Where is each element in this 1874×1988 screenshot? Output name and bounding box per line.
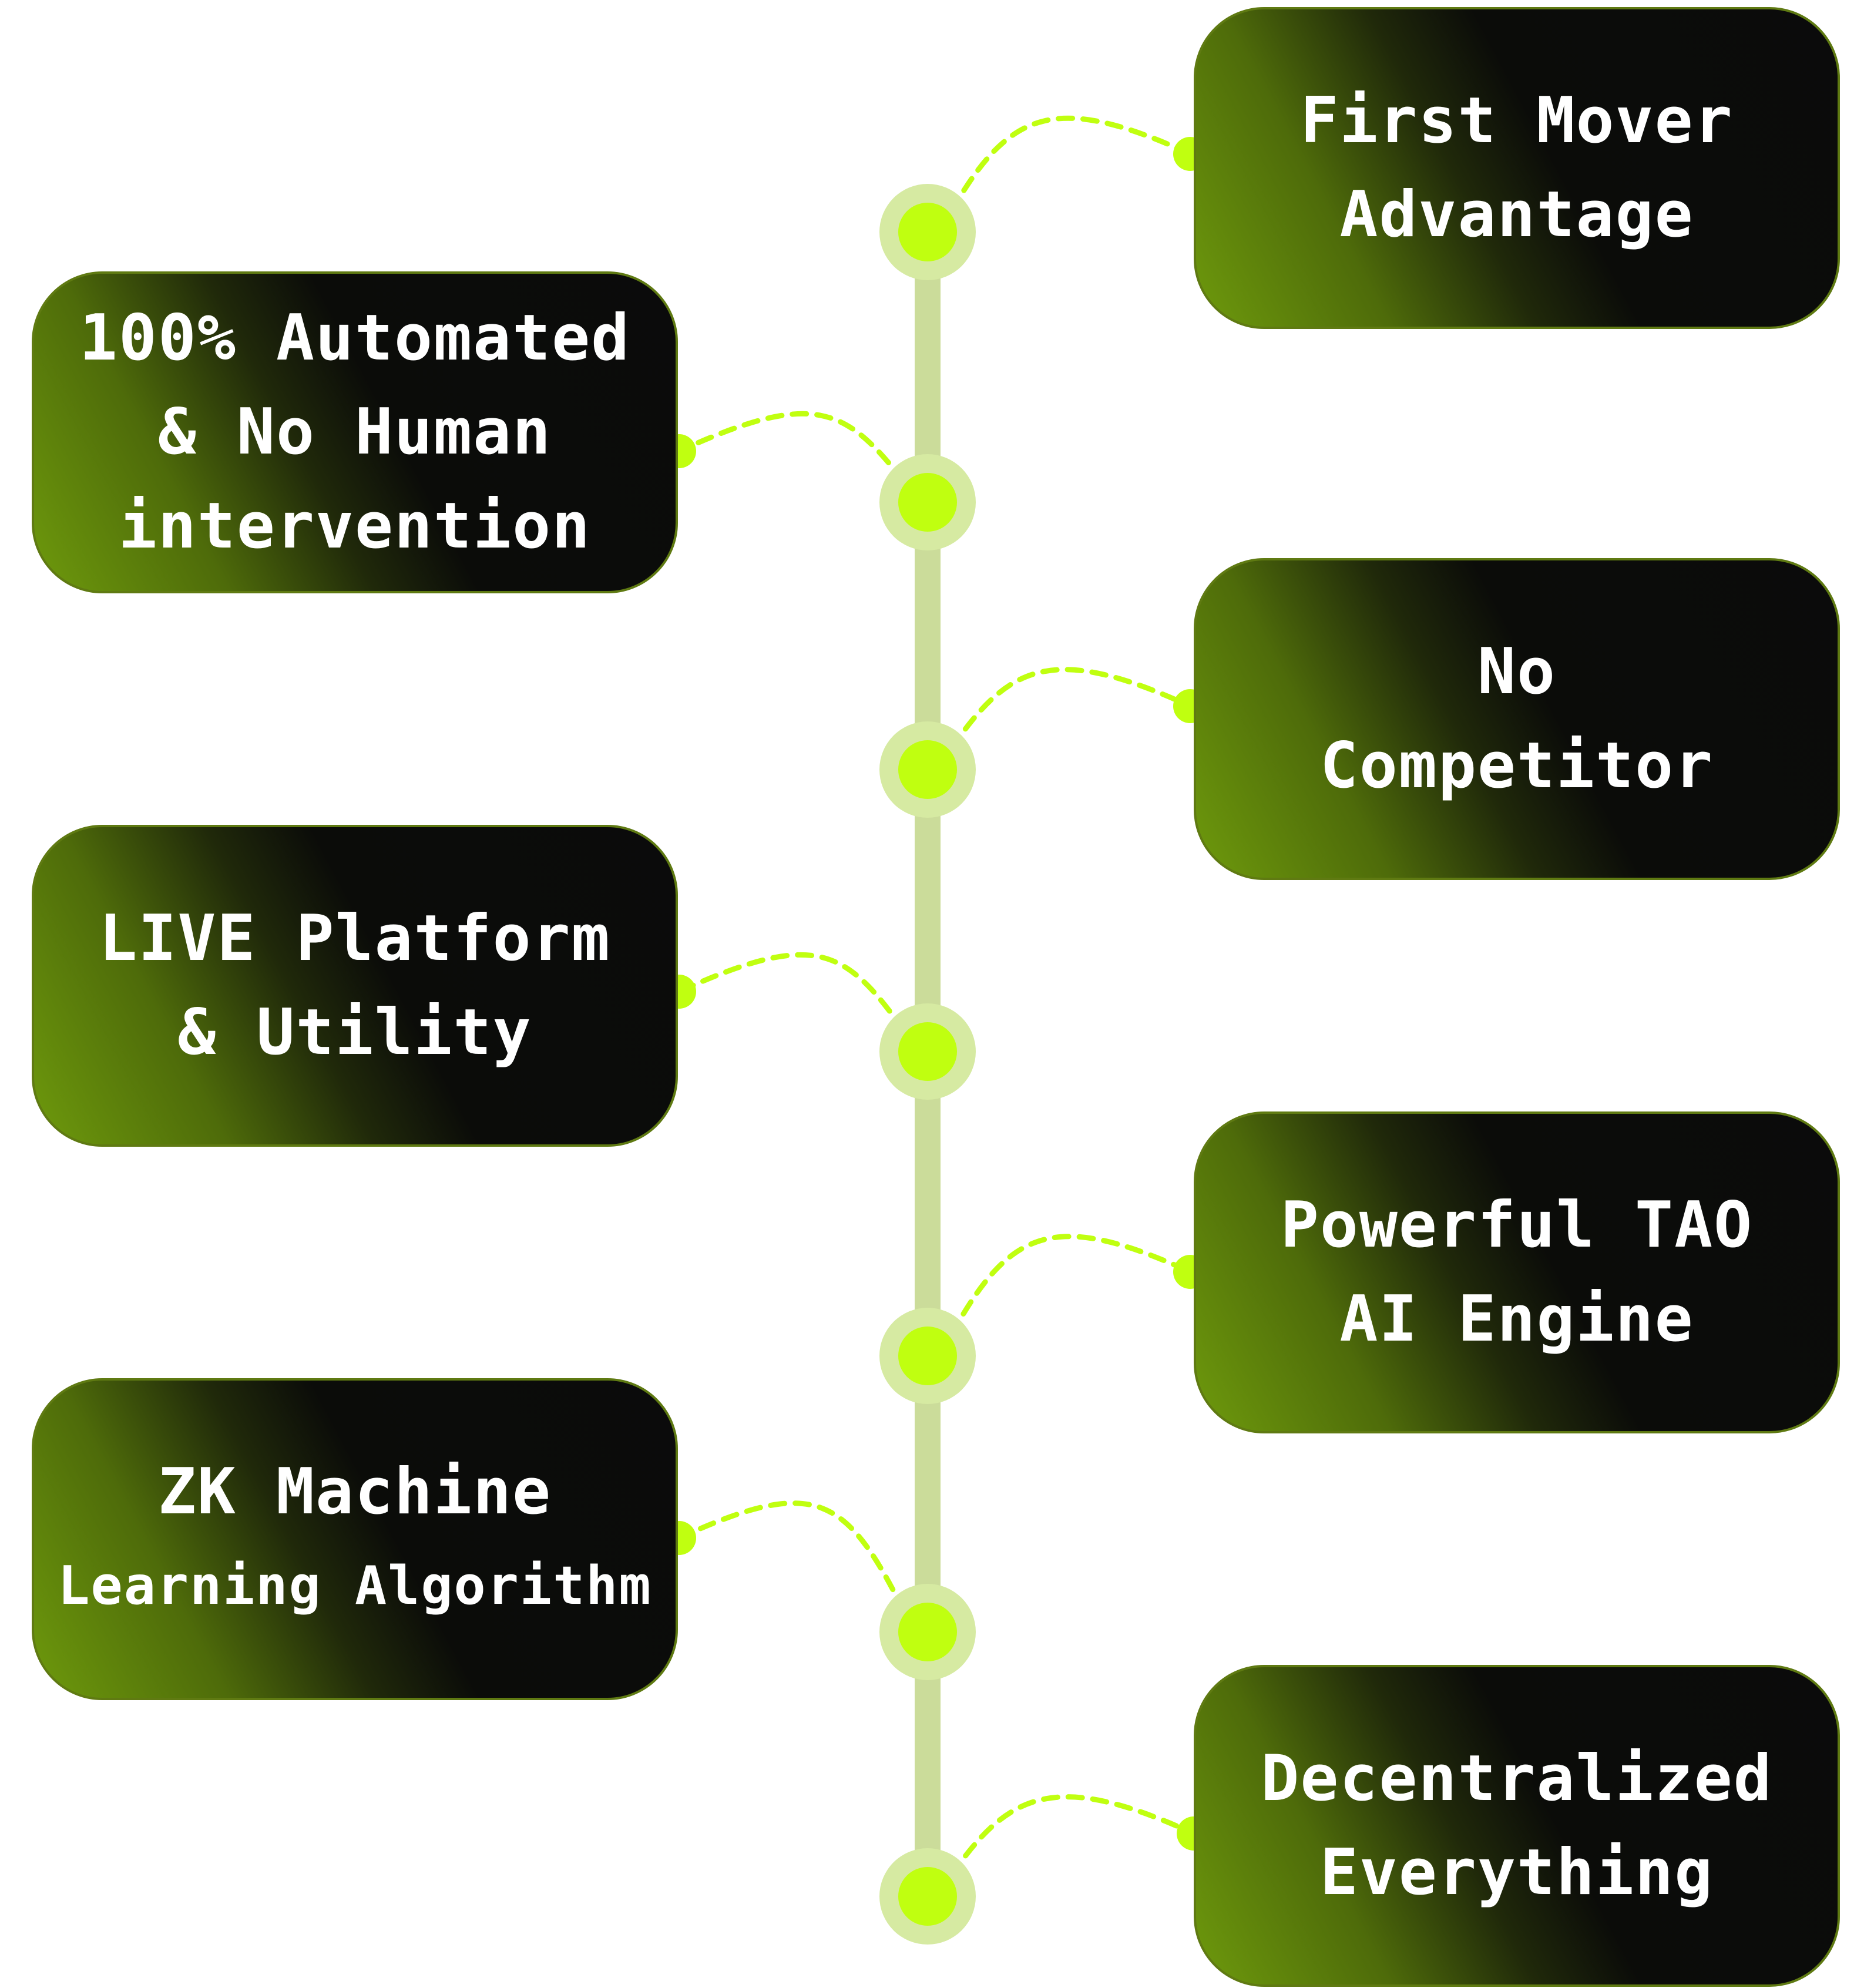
card-line: Powerful TAO (1280, 1188, 1754, 1262)
card-line: LIVE Platform (99, 902, 611, 975)
card-live-platform: LIVE Platform & Utility (32, 825, 678, 1147)
card-line: 100% Automated (79, 301, 631, 375)
card-tao-engine: Powerful TAO AI Engine (1194, 1111, 1840, 1433)
card-line: Decentralized (1261, 1742, 1773, 1815)
node-layer (879, 184, 976, 1945)
card-decentralized: Decentralized Everything (1194, 1665, 1840, 1987)
timeline-node-dot (898, 1867, 957, 1926)
card-zk-machine: ZK Machine Learning Algorithm (32, 1378, 678, 1700)
timeline-node-dot (898, 740, 957, 799)
card-first-mover: First Mover Advantage (1194, 7, 1840, 329)
card-line: intervention (118, 489, 592, 563)
timeline-node-dot (898, 203, 957, 261)
card-line: Advantage (1339, 178, 1694, 251)
card-line: ZK Machine (157, 1455, 552, 1529)
dashed-connector (948, 1794, 1197, 1879)
card-line: Learning Algorithm (58, 1555, 652, 1617)
card-line: Everything (1319, 1836, 1714, 1909)
card-no-competitor: No Competitor (1194, 558, 1840, 880)
dashed-connector (676, 411, 907, 485)
card-line: & Utility (177, 996, 532, 1069)
dashed-connector (948, 1234, 1193, 1338)
timeline-node-dot (898, 1022, 957, 1081)
card-line: & No Human (157, 395, 552, 469)
card-line: AI Engine (1339, 1282, 1694, 1356)
card-line: No (1477, 635, 1557, 708)
card-automated: 100% Automated & No Human intervention (32, 271, 678, 593)
dashed-connector (948, 115, 1193, 214)
card-line: First Mover (1300, 84, 1734, 157)
card-line: Competitor (1319, 729, 1714, 802)
dashed-connector (676, 952, 907, 1034)
timeline-node-dot (898, 473, 957, 532)
dashed-connector (676, 1500, 907, 1614)
timeline-node-dot (898, 1603, 957, 1661)
dashed-connector (948, 667, 1193, 752)
timeline-node-dot (898, 1327, 957, 1385)
